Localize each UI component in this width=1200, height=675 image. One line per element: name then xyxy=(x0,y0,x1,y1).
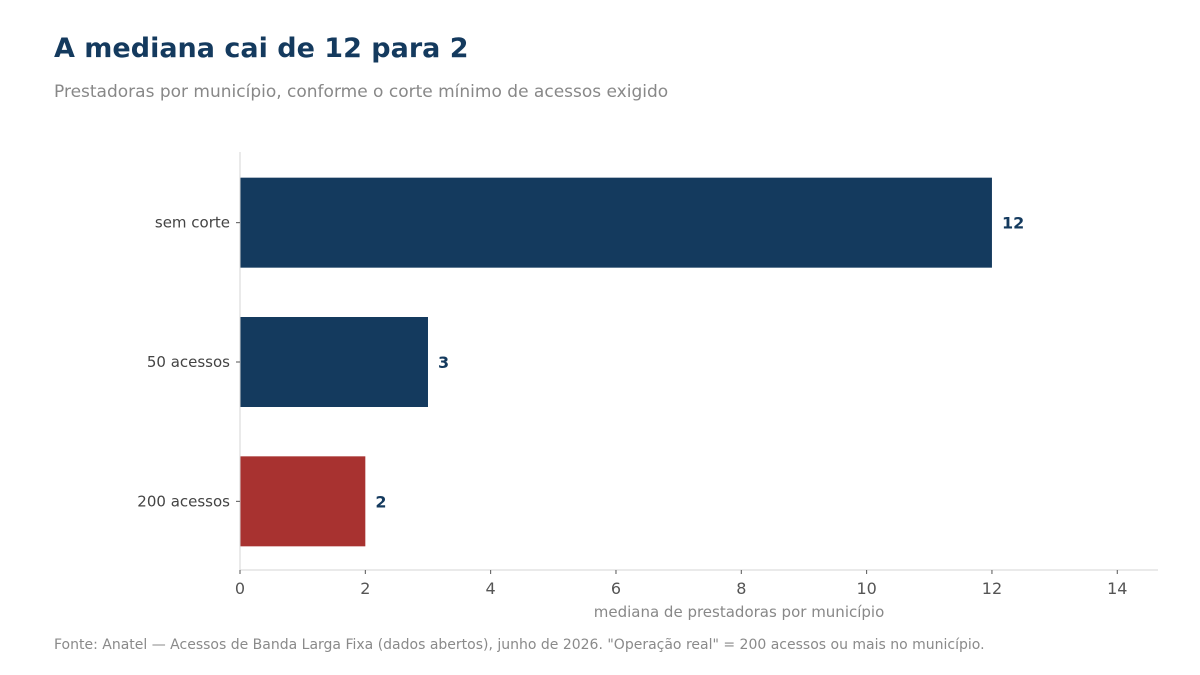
category-label: sem corte xyxy=(155,214,230,232)
x-tick-label: 14 xyxy=(1107,579,1127,598)
category-label: 50 acessos xyxy=(147,353,230,371)
x-tick-label: 10 xyxy=(856,579,876,598)
x-axis-title: mediana de prestadoras por município xyxy=(594,603,885,621)
x-tick-label: 2 xyxy=(360,579,370,598)
x-tick-label: 8 xyxy=(736,579,746,598)
value-label: 3 xyxy=(438,353,449,372)
x-tick-label: 12 xyxy=(982,579,1002,598)
x-tick-label: 0 xyxy=(235,579,245,598)
x-tick-label: 4 xyxy=(486,579,496,598)
value-label: 12 xyxy=(1002,214,1024,233)
source-note: Fonte: Anatel — Acessos de Banda Larga F… xyxy=(54,637,985,653)
x-tick-label: 6 xyxy=(611,579,621,598)
bar xyxy=(240,456,366,547)
value-label: 2 xyxy=(375,492,386,511)
bar xyxy=(240,177,992,268)
bar xyxy=(240,317,428,407)
category-label: 200 acessos xyxy=(137,492,230,510)
chart-subtitle: Prestadoras por município, conforme o co… xyxy=(54,82,669,102)
chart-title: A mediana cai de 12 para 2 xyxy=(54,33,469,64)
